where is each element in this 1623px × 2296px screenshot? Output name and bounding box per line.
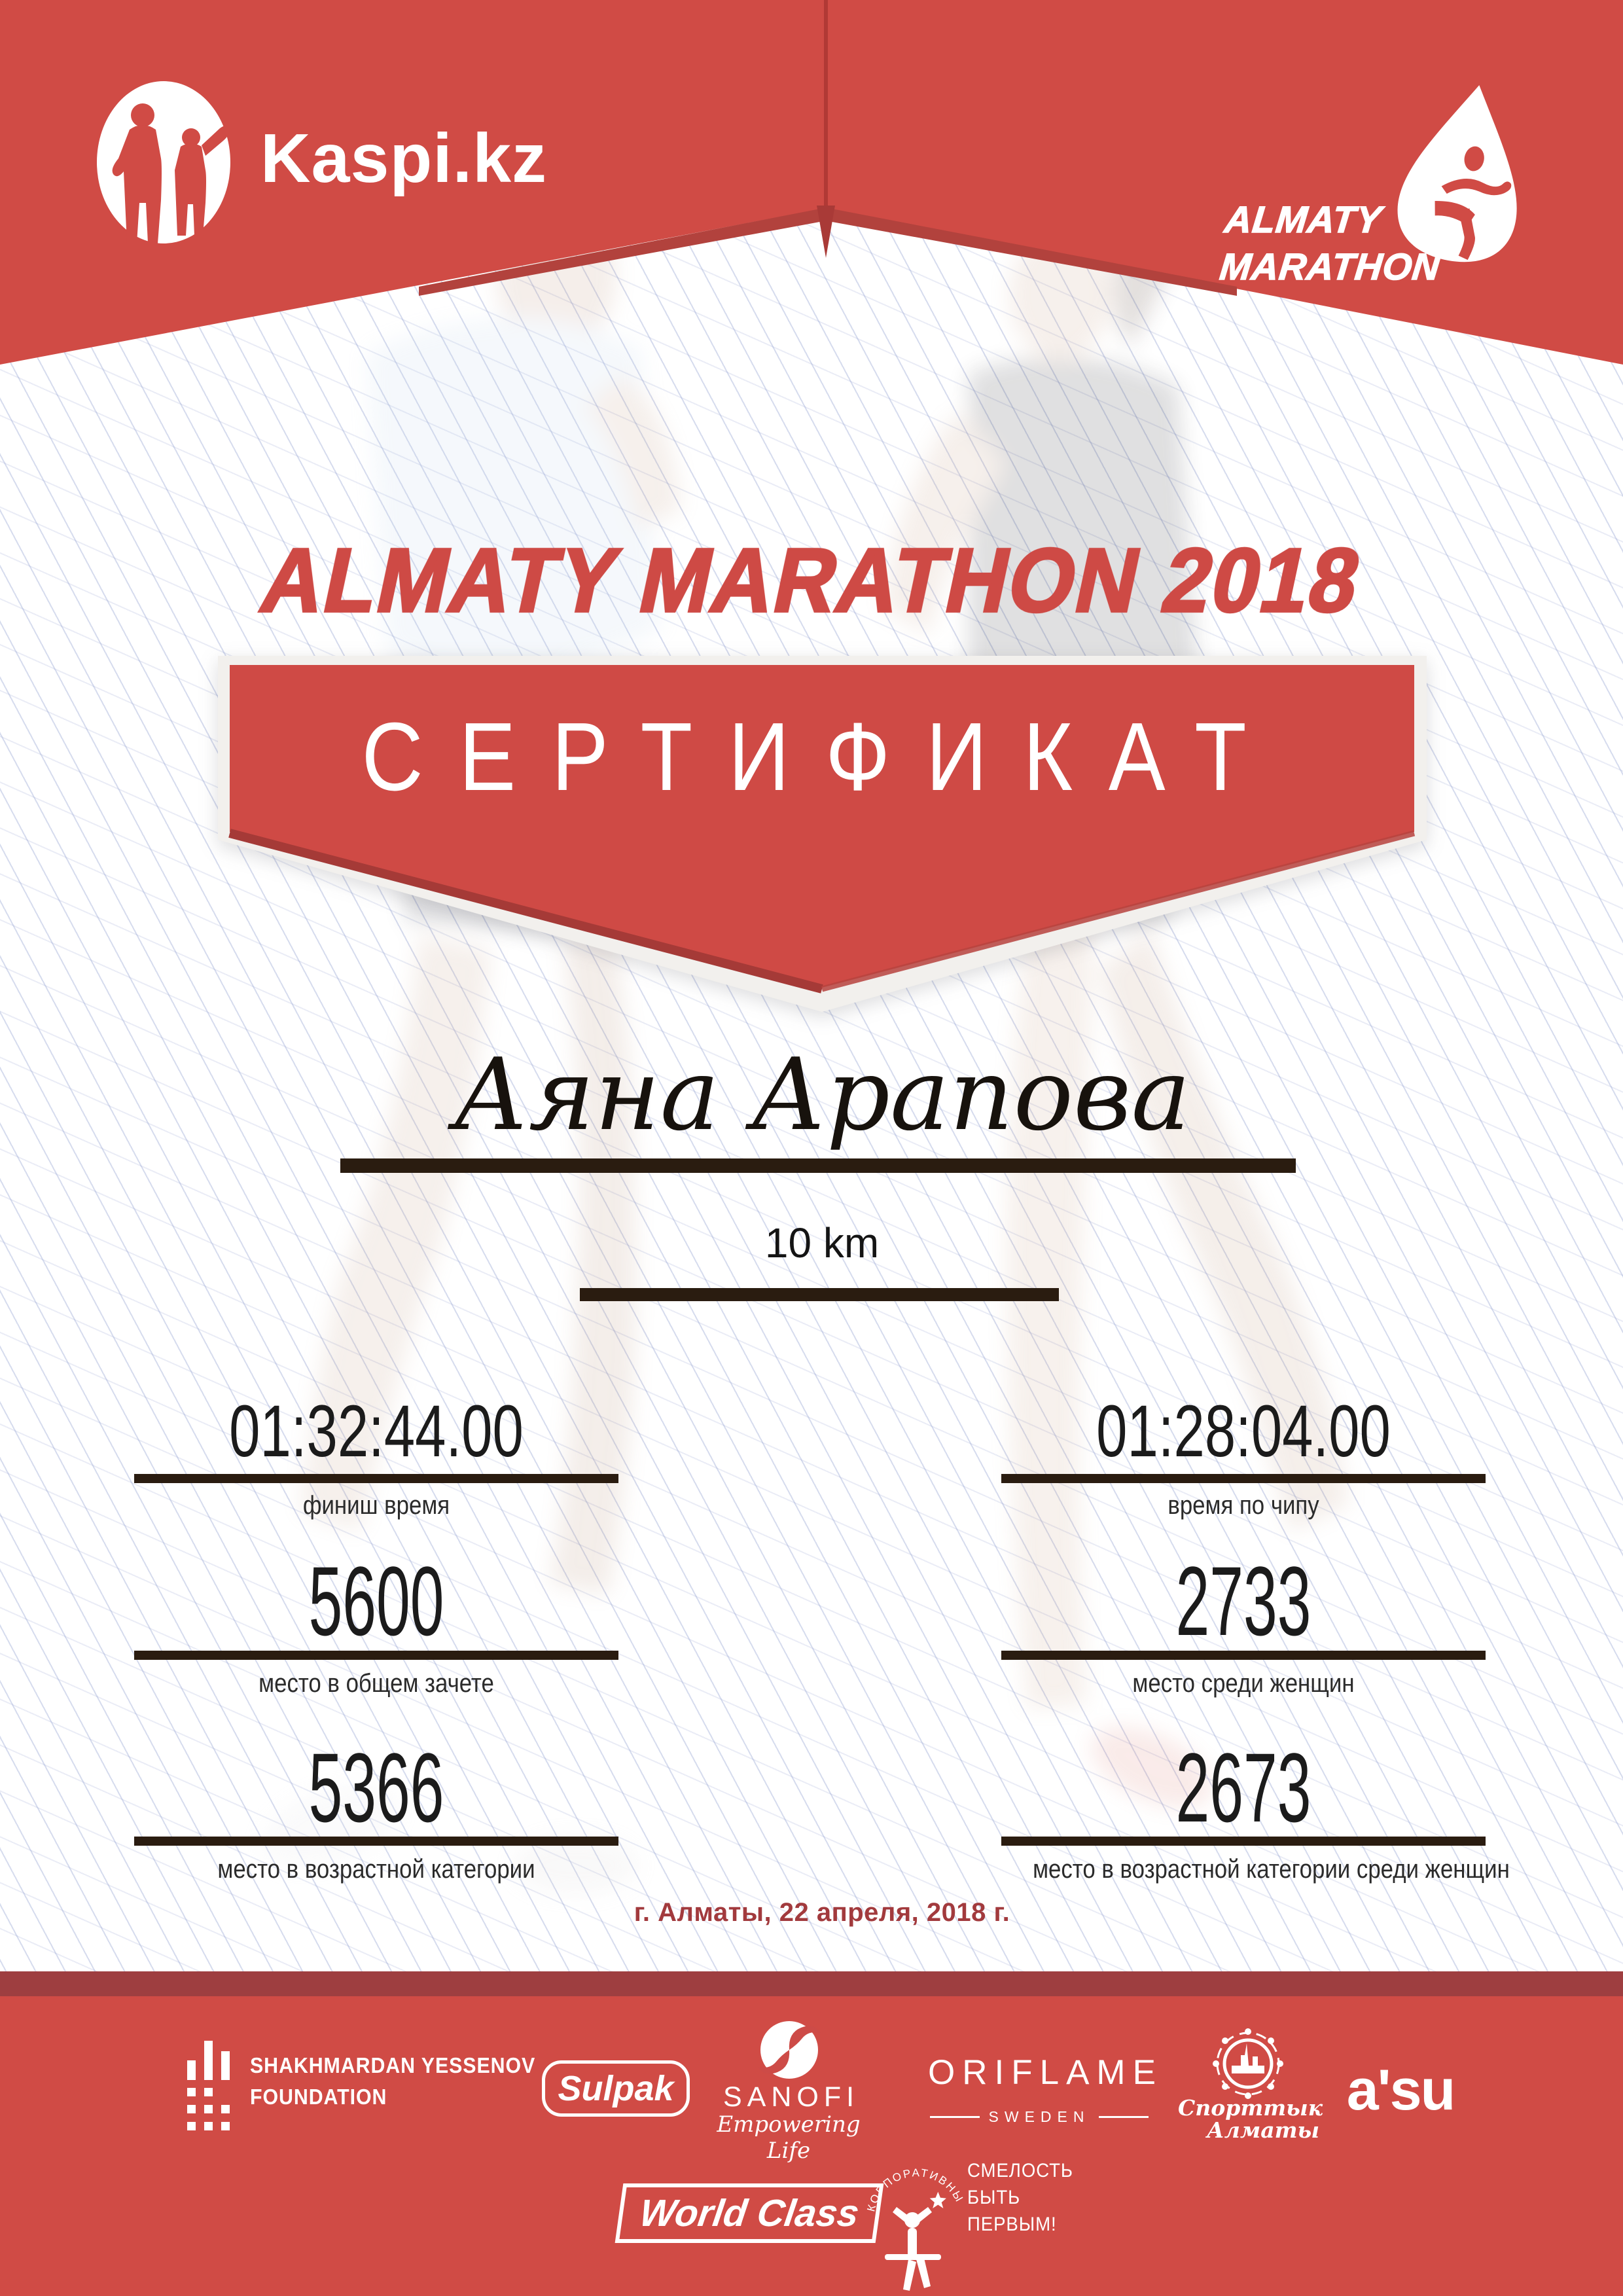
sulpak-logo: Sulpak: [542, 2060, 690, 2117]
sport-almaty-wordmark: Спорттык Алматы: [1178, 2095, 1323, 2143]
age-women-place-rule: [1001, 1837, 1486, 1846]
oriflame-dash-right: [1099, 2116, 1149, 2118]
almaty-marathon-logo-line2: MARATHON: [1217, 245, 1442, 289]
age-place-label: место в возрастной категории: [217, 1855, 535, 1884]
fund-slogan-line1: СМЕЛОСТЬ: [967, 2160, 1073, 2181]
almaty-marathon-logo-icon: [1397, 85, 1517, 262]
oriflame-dash-left: [929, 2116, 980, 2118]
certificate-ribbon: [218, 656, 1427, 1012]
fund-slogan: СМЕЛОСТЬ БЫТЬ ПЕРВЫМ!: [967, 2157, 1073, 2238]
header-banner: [0, 0, 1623, 365]
certificate-label: СЕРТИФИКАТ: [361, 703, 1283, 811]
age-women-place-label: место в возрастной категории среди женщи…: [1033, 1855, 1510, 1884]
distance-value: 10 km: [764, 1219, 880, 1266]
overall-place-label: место в общем зачете: [259, 1669, 494, 1698]
women-place-label: место среди женщин: [1132, 1669, 1355, 1698]
age-place-rule: [134, 1837, 618, 1846]
world-class-wordmark: World Class: [637, 2192, 862, 2234]
yessenov-foundation-wordmark: SHAKHMARDAN YESSENOV FOUNDATION: [250, 2050, 535, 2113]
sport-almaty-line1: Спорттык: [1178, 2095, 1323, 2121]
world-class-logo: World Class: [615, 2183, 884, 2243]
oriflame-wordmark: ORIFLAME: [928, 2053, 1163, 2092]
yessenov-line1: SHAKHMARDAN YESSENOV: [250, 2053, 536, 2077]
sport-almaty-emblem-icon: [1213, 2028, 1283, 2099]
distance-underline: [580, 1288, 1059, 1301]
almaty-marathon-logo-wordmark: ALMATY MARATHON: [1217, 196, 1447, 291]
sanofi-tagline: Empowering Life: [717, 2111, 861, 2164]
overall-place-rule: [134, 1651, 618, 1660]
corporate-fund-icon: КОРПОРАТИВНЫЙ ФОНД: [865, 2135, 963, 2291]
fund-slogan-line2: БЫТЬ: [967, 2187, 1021, 2208]
oriflame-logo: ORIFLAME SWEDEN: [928, 2053, 1163, 2126]
athlete-name: Аяна Арапова: [453, 1037, 1191, 1153]
yessenov-foundation-icon: [187, 2041, 230, 2130]
chip-time-label: время по чипу: [1168, 1491, 1319, 1520]
kaspi-logo-icon: [97, 81, 230, 243]
almaty-marathon-logo-line1: ALMATY: [1222, 198, 1384, 242]
women-place-value: 2733: [1175, 1546, 1311, 1656]
overall-place-value: 5600: [308, 1546, 444, 1656]
oriflame-sweden-label: SWEDEN: [988, 2108, 1090, 2125]
sulpak-wordmark: Sulpak: [558, 2069, 674, 2108]
finish-time-label: финиш время: [302, 1491, 450, 1520]
sport-almaty-line2: Алматы: [1206, 2117, 1320, 2143]
fund-arc-label: КОРПОРАТИВНЫЙ ФОНД: [865, 2135, 963, 2213]
chip-time-value: 01:28:04.00: [1096, 1390, 1391, 1472]
footer-maroon-strip: [0, 1971, 1623, 1996]
yessenov-line2: FOUNDATION: [250, 2085, 387, 2109]
svg-text:КОРПОРАТИВНЫЙ ФОНД: КОРПОРАТИВНЫЙ ФОНД: [865, 2135, 963, 2213]
sanofi-bird-icon: [758, 2021, 821, 2079]
sanofi-wordmark: SANOFI: [723, 2081, 860, 2113]
name-underline: [340, 1158, 1296, 1173]
finish-time-rule: [134, 1474, 618, 1483]
women-place-rule: [1001, 1651, 1486, 1660]
event-title: ALMATY MARATHON 2018: [252, 529, 1372, 632]
finish-time-value: 01:32:44.00: [229, 1390, 524, 1472]
fund-slogan-line3: ПЕРВЫМ!: [967, 2214, 1057, 2235]
age-place-value: 5366: [308, 1732, 444, 1842]
kaspi-logo-wordmark: Kaspi.kz: [260, 120, 548, 197]
city-date-note: г. Алматы, 22 апреля, 2018 г.: [633, 1898, 1010, 1927]
asu-logo: a'su: [1346, 2057, 1456, 2122]
chip-time-rule: [1001, 1474, 1486, 1483]
age-women-place-value: 2673: [1175, 1732, 1311, 1842]
